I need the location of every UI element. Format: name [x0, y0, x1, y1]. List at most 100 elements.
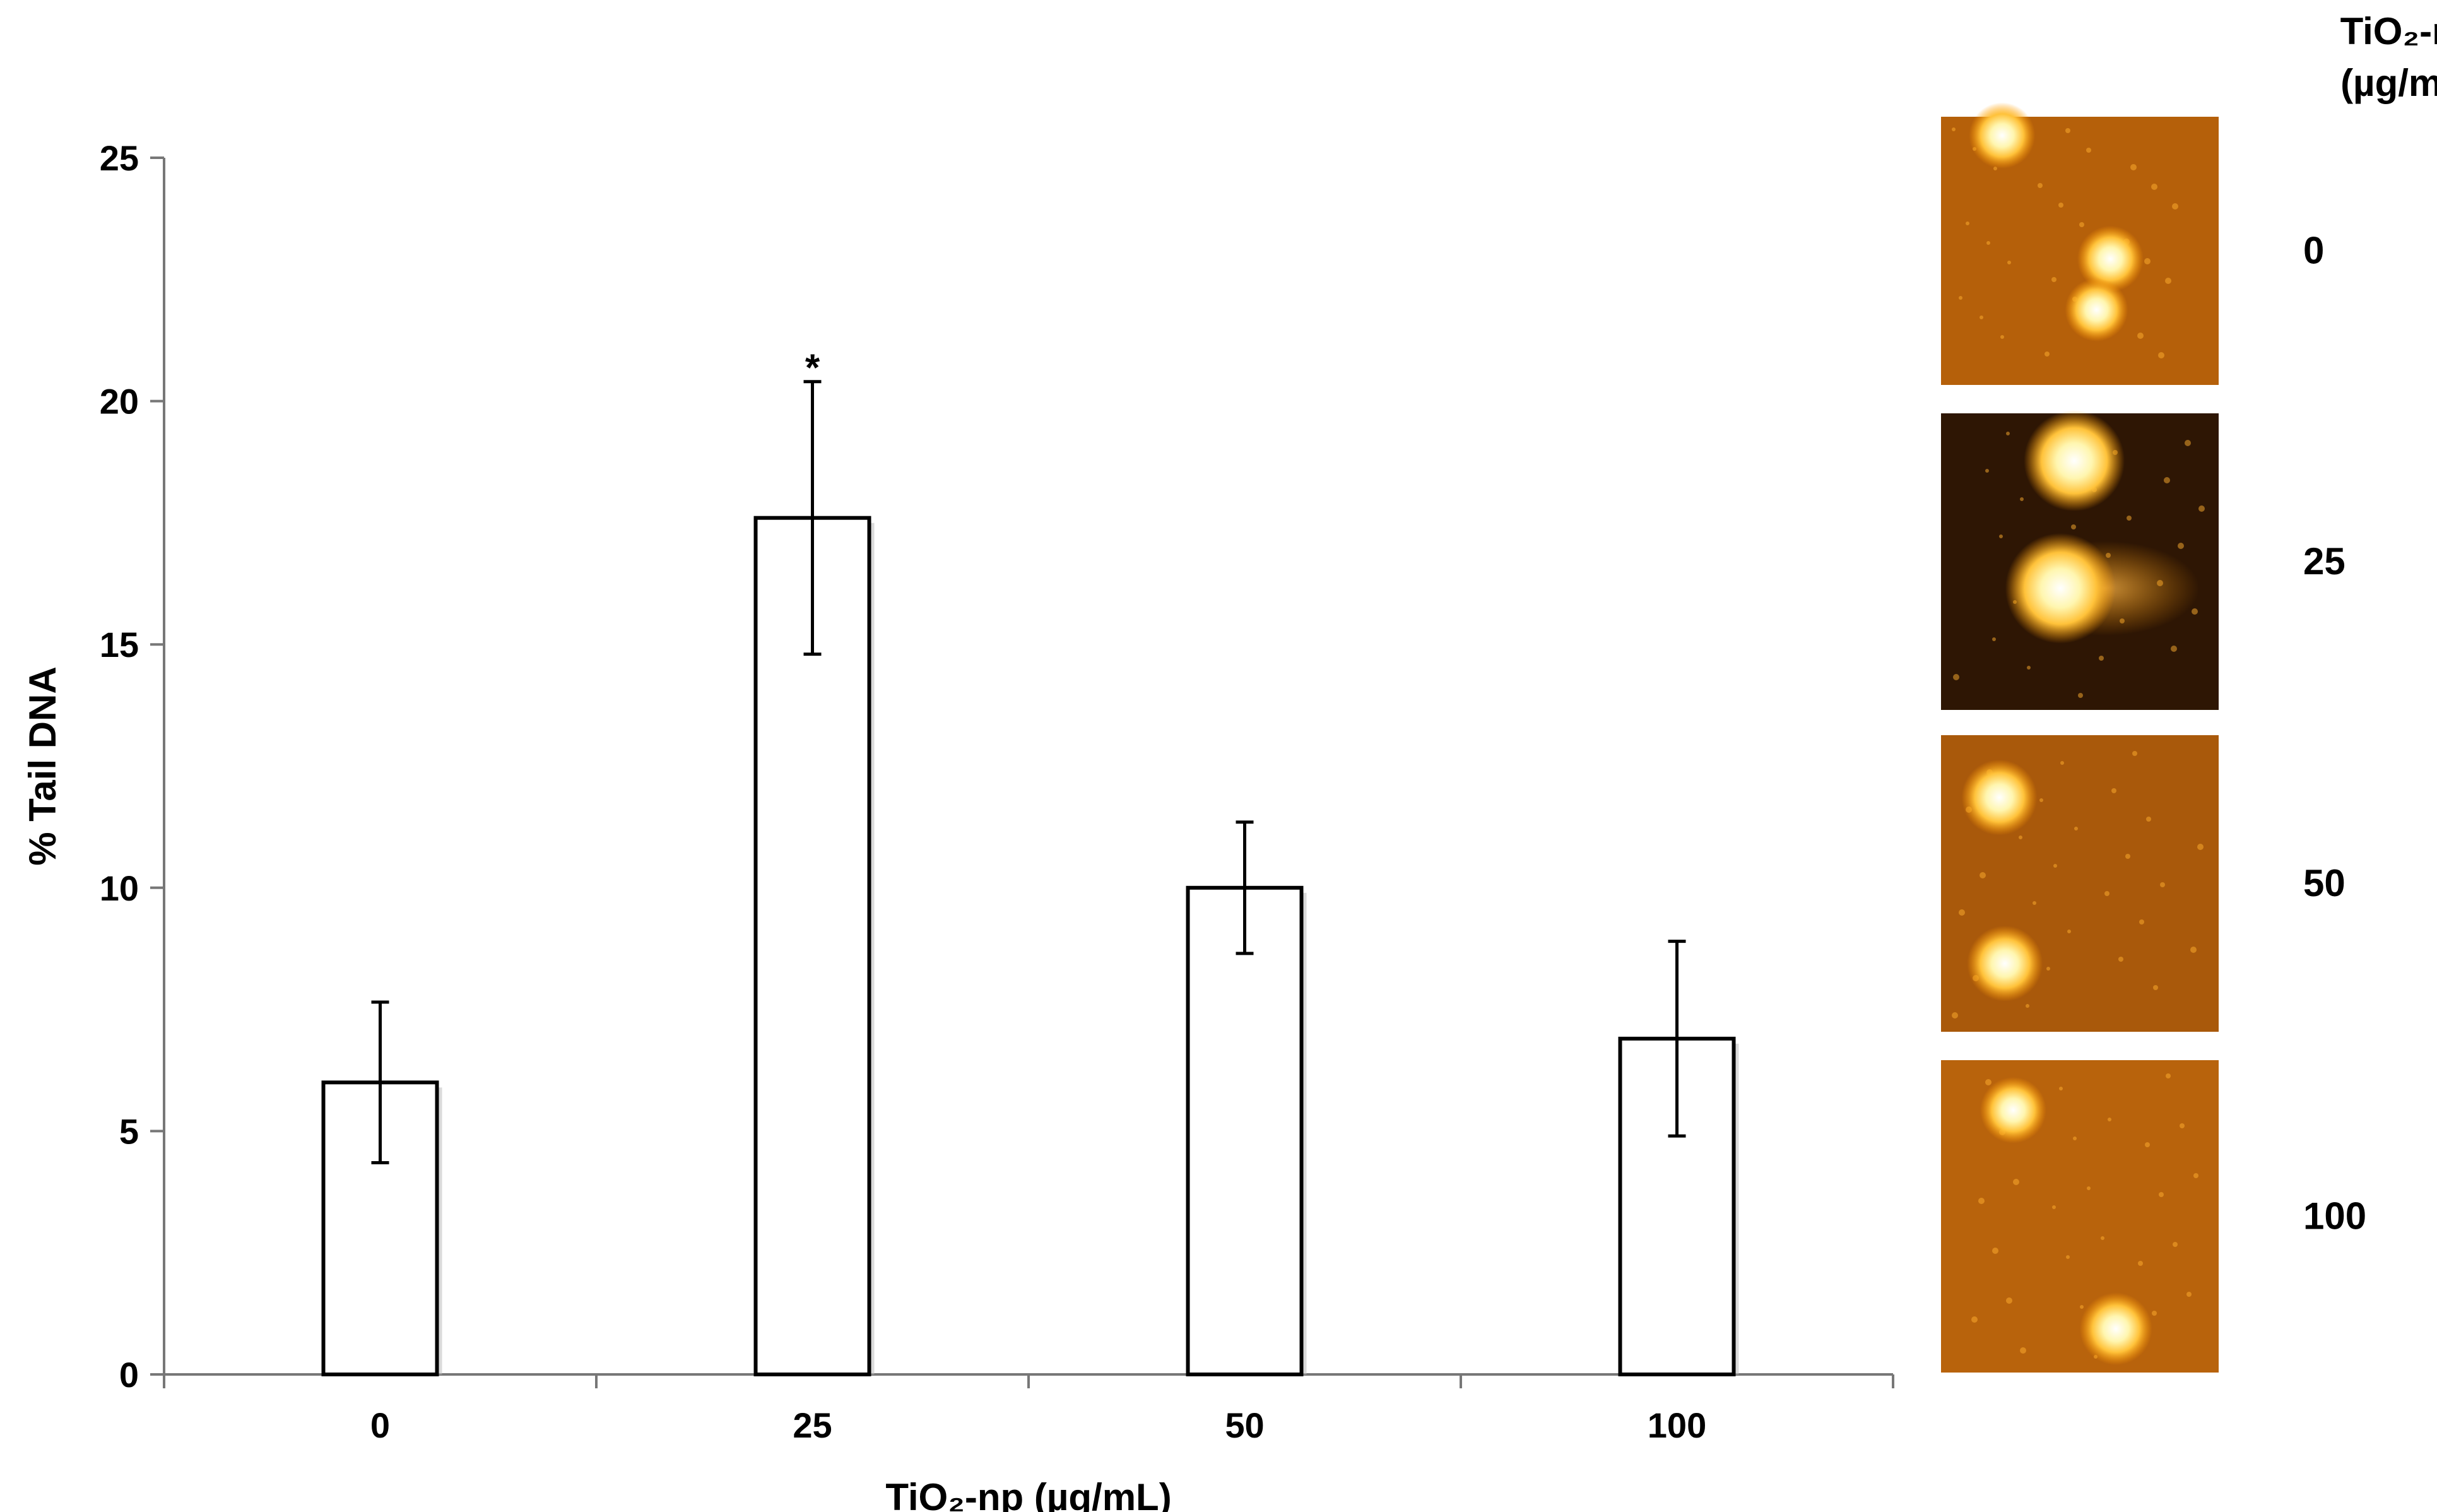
- speckle: [2074, 827, 2078, 830]
- speckle: [2153, 985, 2158, 990]
- speckle: [2186, 1292, 2192, 1297]
- speckle: [2146, 817, 2151, 822]
- speckle: [2137, 333, 2144, 339]
- speckle: [1986, 241, 1990, 245]
- speckle: [2108, 1118, 2111, 1121]
- speckle: [2185, 440, 2191, 446]
- speckle: [2198, 505, 2205, 512]
- speckle: [1952, 127, 1956, 131]
- bar-50: [1186, 885, 1304, 1377]
- speckle: [2132, 751, 2137, 756]
- speckle: [2045, 351, 2050, 357]
- speckle: [2065, 128, 2070, 133]
- panel-label-100: 100: [2303, 1195, 2366, 1237]
- bar-chart: 0 5 10 15 20 25 0 * 25 50 100 TiO₂-np (µg/mL) % Tail…: [21, 138, 1894, 1512]
- comet-head: [2079, 1292, 2152, 1366]
- speckle: [1978, 1198, 1985, 1204]
- y-tick-label: 15: [100, 625, 139, 664]
- speckle: [2127, 516, 2132, 521]
- comet-panel-100: [1941, 1060, 2219, 1373]
- speckle: [2086, 148, 2091, 153]
- speckle: [2193, 1173, 2198, 1178]
- speckle: [2066, 1255, 2070, 1259]
- speckle: [2007, 261, 2011, 264]
- speckle: [2026, 1004, 2029, 1008]
- speckle: [2173, 1242, 2178, 1247]
- speckle: [2101, 1236, 2104, 1240]
- panel-label-0: 0: [2303, 230, 2324, 272]
- panel-header-line2: (µg/mL): [2340, 62, 2437, 104]
- speckle: [2178, 543, 2184, 549]
- y-tick-label: 20: [100, 382, 139, 422]
- speckle: [1992, 1248, 1998, 1254]
- speckle: [1971, 1316, 1978, 1323]
- speckle: [1985, 1079, 1991, 1085]
- speckle: [1985, 469, 1989, 473]
- speckle: [2180, 1123, 2185, 1128]
- speckle: [2099, 656, 2104, 661]
- speckle: [2152, 1311, 2157, 1316]
- x-axis-title: TiO₂-np (µg/mL): [885, 1476, 1171, 1512]
- speckle: [2166, 1073, 2171, 1078]
- speckle: [2053, 864, 2057, 868]
- y-tick-label: 5: [119, 1111, 139, 1151]
- speckle: [2058, 203, 2063, 208]
- speckle: [2130, 164, 2137, 170]
- speckle: [1992, 637, 1996, 641]
- speckle: [2197, 844, 2204, 850]
- speckle: [2060, 761, 2064, 765]
- speckle: [2144, 258, 2151, 264]
- speckle: [2039, 798, 2043, 802]
- x-tick-label: 50: [1225, 1405, 1264, 1445]
- speckle: [2171, 646, 2177, 652]
- speckle: [2020, 1347, 2026, 1354]
- comet-head: [2005, 533, 2116, 644]
- x-tick-label: 25: [793, 1405, 832, 1445]
- speckle: [2020, 497, 2024, 501]
- speckle: [2118, 957, 2123, 962]
- speckle: [2067, 930, 2071, 933]
- speckle: [1953, 674, 1959, 680]
- speckle: [2052, 1205, 2056, 1209]
- panel-label-50: 50: [2303, 862, 2346, 904]
- speckle: [2000, 335, 2004, 339]
- speckle: [2151, 184, 2157, 190]
- speckle: [2046, 967, 2050, 971]
- speckle: [2160, 882, 2165, 887]
- speckle: [2073, 1137, 2077, 1140]
- speckle: [2145, 1142, 2150, 1147]
- speckle: [2125, 854, 2130, 859]
- speckle: [2027, 666, 2031, 670]
- comet-panel-0: [1941, 102, 2219, 385]
- speckle: [2033, 901, 2036, 905]
- speckle: [1980, 316, 1983, 319]
- speckle: [2164, 477, 2170, 483]
- comet-head: [2077, 225, 2144, 292]
- speckle: [2019, 836, 2022, 839]
- speckle: [1980, 872, 1986, 878]
- speckle: [2087, 1186, 2091, 1190]
- comet-head: [2024, 410, 2125, 512]
- panel-label-25: 25: [2303, 540, 2346, 582]
- comet-head: [1969, 102, 2036, 169]
- speckle: [2159, 1192, 2164, 1197]
- y-tick-label: 25: [100, 138, 139, 178]
- speckle: [1999, 535, 2003, 538]
- speckle: [2051, 277, 2056, 282]
- speckle: [2192, 608, 2198, 615]
- speckle: [2158, 352, 2164, 358]
- significance-marker: *: [805, 346, 820, 389]
- speckle: [2080, 1305, 2084, 1309]
- speckle: [1959, 909, 1965, 916]
- panel-header-line1: TiO₂-np: [2340, 10, 2437, 52]
- speckle: [1952, 1012, 1958, 1019]
- speckle: [2071, 524, 2076, 529]
- speckle: [2079, 222, 2084, 227]
- x-tick-label: 100: [1648, 1405, 1706, 1445]
- comet-image-panels: 0 25 50 100: [1941, 102, 2366, 1373]
- comet-head: [1961, 759, 2038, 836]
- comet-head: [2065, 278, 2128, 341]
- speckle: [2059, 1087, 2063, 1090]
- y-axis-title: % Tail DNA: [21, 666, 64, 866]
